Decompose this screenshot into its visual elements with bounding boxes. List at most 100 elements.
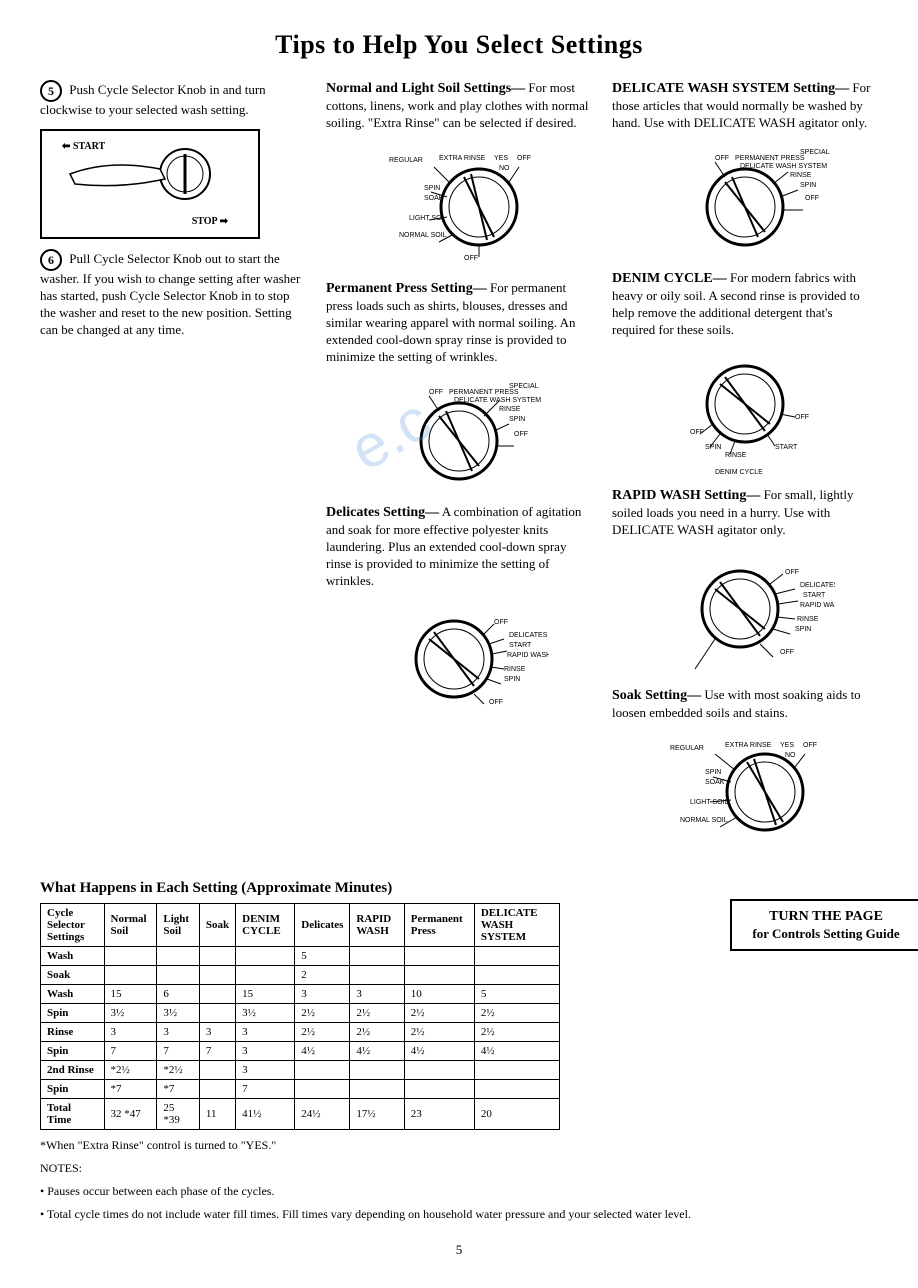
column-3: DELICATE WASH SYSTEM Setting— For those …: [612, 80, 878, 860]
note-a: • Pauses occur between each phase of the…: [40, 1184, 691, 1199]
svg-text:RINSE: RINSE: [725, 452, 747, 459]
table-header: Permanent Press: [404, 903, 474, 946]
delwash-title: DELICATE WASH SYSTEM Setting—: [612, 81, 849, 96]
table-header: DENIM CYCLE: [236, 903, 295, 946]
table-cell: 4½: [295, 1041, 350, 1060]
table-cell: Spin: [41, 1041, 105, 1060]
table-cell: 15: [236, 984, 295, 1003]
svg-text:SOAK: SOAK: [705, 779, 725, 786]
table-cell: 2½: [295, 1003, 350, 1022]
table-cell: 2½: [404, 1003, 474, 1022]
table-cell: 3½: [236, 1003, 295, 1022]
step-5-text: 5 Push Cycle Selector Knob in and turn c…: [40, 80, 306, 119]
table-cell: 2½: [350, 1003, 404, 1022]
svg-text:START: START: [803, 592, 826, 599]
table-cell: 10: [404, 984, 474, 1003]
dial-normal: REGULAR EXTRA RINSE YES OFF NO SPIN SOAK…: [369, 142, 549, 272]
table-row: Spin*7*77: [41, 1079, 560, 1098]
table-header: Cycle Selector Settings: [41, 903, 105, 946]
table-cell: 4½: [404, 1041, 474, 1060]
table-row: Spin3½3½3½2½2½2½2½: [41, 1003, 560, 1022]
svg-text:YES: YES: [780, 742, 794, 749]
table-cell: 3: [295, 984, 350, 1003]
table-row: Wash5: [41, 946, 560, 965]
table-cell: [104, 946, 157, 965]
table-cell: 3: [236, 1041, 295, 1060]
step-5-body: Push Cycle Selector Knob in and turn clo…: [40, 82, 266, 117]
table-cell: [350, 1060, 404, 1079]
delicates-title: Delicates Setting—: [326, 505, 439, 520]
table-cell: 2½: [295, 1022, 350, 1041]
svg-text:OFF: OFF: [489, 699, 503, 706]
svg-text:RINSE: RINSE: [504, 666, 526, 673]
svg-text:START: START: [509, 642, 532, 649]
table-cell: 3: [350, 984, 404, 1003]
table-cell: 7: [104, 1041, 157, 1060]
table-cell: 6: [157, 984, 200, 1003]
table-cell: *7: [104, 1079, 157, 1098]
svg-text:NO: NO: [499, 165, 510, 172]
stop-label: STOP ➡: [192, 216, 228, 227]
svg-text:OFF: OFF: [494, 619, 508, 626]
table-cell: [104, 965, 157, 984]
table-cell: *2½: [157, 1060, 200, 1079]
table-cell: [157, 946, 200, 965]
table-row: Rinse33332½2½2½2½: [41, 1022, 560, 1041]
table-cell: 5: [474, 984, 559, 1003]
svg-text:RINSE: RINSE: [499, 406, 521, 413]
table-cell: [236, 965, 295, 984]
table-header: RAPID WASH: [350, 903, 404, 946]
dial-soak: REGULAR EXTRA RINSE YES OFF NO SPIN SOAK…: [655, 732, 835, 852]
svg-text:LIGHT SOIL: LIGHT SOIL: [690, 799, 728, 806]
table-title: What Happens in Each Setting (Approximat…: [40, 880, 691, 897]
table-cell: 41½: [236, 1098, 295, 1129]
table-cell: *7: [157, 1079, 200, 1098]
svg-text:OFF: OFF: [514, 431, 528, 438]
table-cell: [199, 1003, 235, 1022]
svg-text:SPIN: SPIN: [504, 676, 520, 683]
perm-title: Permanent Press Setting—: [326, 281, 487, 296]
step-6-badge: 6: [40, 249, 62, 271]
table-cell: [295, 1060, 350, 1079]
table-cell: [350, 965, 404, 984]
table-cell: *2½: [104, 1060, 157, 1079]
svg-text:NORMAL SOIL: NORMAL SOIL: [399, 232, 447, 239]
table-header: Light Soil: [157, 903, 200, 946]
table-cell: [404, 946, 474, 965]
table-cell: 7: [157, 1041, 200, 1060]
svg-text:SPIN: SPIN: [705, 769, 721, 776]
svg-text:TURN THE PAGE: TURN THE PAGE: [769, 909, 883, 924]
table-cell: 2nd Rinse: [41, 1060, 105, 1079]
svg-text:DELICATES: DELICATES: [509, 632, 548, 639]
footnote-extra-rinse: *When "Extra Rinse" control is turned to…: [40, 1138, 691, 1153]
svg-text:REGULAR: REGULAR: [389, 157, 423, 164]
normal-title: Normal and Light Soil Settings—: [326, 81, 525, 96]
table-header: Normal Soil: [104, 903, 157, 946]
table-cell: [199, 1060, 235, 1079]
svg-text:DELICATES: DELICATES: [800, 582, 835, 589]
svg-text:RINSE: RINSE: [790, 172, 812, 179]
table-cell: [474, 946, 559, 965]
table-cell: 3½: [157, 1003, 200, 1022]
svg-text:REGULAR: REGULAR: [670, 745, 704, 752]
table-header: Soak: [199, 903, 235, 946]
svg-text:OFF: OFF: [429, 389, 443, 396]
table-cell: [404, 1079, 474, 1098]
svg-text:SPIN: SPIN: [800, 182, 816, 189]
svg-text:PERMANENT PRESS: PERMANENT PRESS: [449, 389, 519, 396]
table-cell: [236, 946, 295, 965]
table-cell: [199, 965, 235, 984]
svg-text:PERMANENT PRESS: PERMANENT PRESS: [735, 155, 805, 162]
table-cell: 25 *39: [157, 1098, 200, 1129]
table-cell: 3: [157, 1022, 200, 1041]
svg-text:OFF: OFF: [780, 649, 794, 656]
soak-title: Soak Setting—: [612, 688, 701, 703]
table-header: Delicates: [295, 903, 350, 946]
column-1: 5 Push Cycle Selector Knob in and turn c…: [40, 80, 306, 860]
svg-text:START: START: [775, 444, 798, 451]
dial-permanent: SPECIAL OFF PERMANENT PRESS DELICATE WAS…: [369, 376, 549, 496]
table-cell: 7: [236, 1079, 295, 1098]
table-header: DELICATE WASH SYSTEM: [474, 903, 559, 946]
step-6-body: Pull Cycle Selector Knob out to start th…: [40, 251, 300, 337]
svg-text:SPIN: SPIN: [795, 626, 811, 633]
